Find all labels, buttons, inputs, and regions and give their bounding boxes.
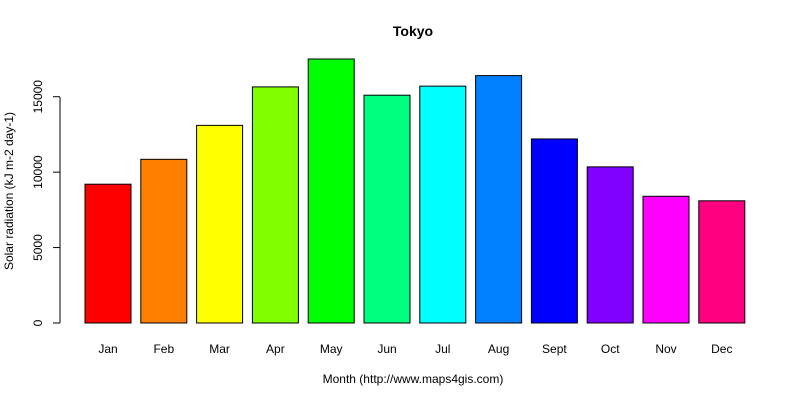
bar-jan <box>84 183 132 324</box>
y-tick-label-0: 0 <box>31 319 45 326</box>
bar-dec <box>698 200 746 324</box>
bar-nov <box>642 195 690 324</box>
bar-feb <box>140 158 188 324</box>
bar-jul <box>419 85 467 324</box>
x-tick-label-dec: Dec <box>711 342 732 356</box>
x-tick-label-apr: Apr <box>266 342 285 356</box>
x-tick-label-oct: Oct <box>601 342 620 356</box>
chart-title: Tokyo <box>393 23 433 39</box>
bar-apr <box>251 86 299 324</box>
x-tick-label-feb: Feb <box>153 342 174 356</box>
x-axis-label: Month (http://www.maps4gis.com) <box>323 372 504 386</box>
bars-group <box>84 58 746 324</box>
bar-sept <box>530 138 578 324</box>
bar-jun <box>363 94 411 324</box>
y-tick-label-10000: 10000 <box>31 155 45 189</box>
x-tick-label-aug: Aug <box>488 342 509 356</box>
y-axis-label: Solar radiation (kJ m-2 day-1) <box>2 112 16 270</box>
y-tick-label-15000: 15000 <box>31 80 45 114</box>
x-tick-label-jun: Jun <box>377 342 396 356</box>
x-tick-label-may: May <box>320 342 343 356</box>
x-tick-label-nov: Nov <box>655 342 676 356</box>
x-axis-tick-labels: Jan Feb Mar Apr May Jun Jul Aug Sept Oct Nov Dec <box>98 342 732 356</box>
x-tick-label-jan: Jan <box>98 342 117 356</box>
x-tick-label-jul: Jul <box>435 342 450 356</box>
x-tick-label-mar: Mar <box>209 342 230 356</box>
y-tick-label-5000: 5000 <box>31 234 45 261</box>
bar-aug <box>475 75 523 324</box>
x-tick-label-sept: Sept <box>542 342 567 356</box>
y-axis-ticks: 0 5000 10000 15000 <box>31 80 60 326</box>
bar-oct <box>586 166 634 324</box>
bar-may <box>307 58 355 324</box>
bar-mar <box>196 124 244 324</box>
